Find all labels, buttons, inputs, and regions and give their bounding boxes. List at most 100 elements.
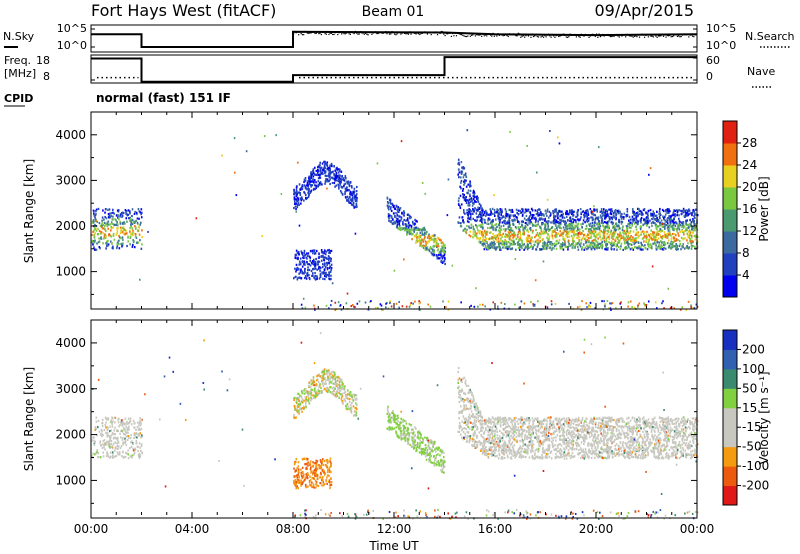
echo-cell [645, 303, 648, 306]
noise-search-point [516, 35, 518, 37]
echo-cell [108, 214, 111, 218]
echo-cell [440, 250, 443, 253]
echo-cell [631, 208, 634, 211]
echo-cell [459, 176, 462, 179]
echo-cell [691, 245, 693, 248]
echo-cell [122, 421, 124, 424]
noise-search-point [603, 35, 605, 37]
echo-cell [523, 248, 525, 251]
echo-cell [556, 221, 559, 224]
echo-cell [425, 232, 427, 235]
noise-search-point [616, 33, 618, 36]
echo-cell [667, 216, 669, 220]
echo-cell [638, 209, 641, 213]
echo-cell [656, 210, 658, 213]
echo-cell [442, 260, 445, 263]
echo-cell [437, 253, 440, 257]
echo-cell [629, 218, 632, 221]
echo-cell [502, 232, 505, 235]
nave-label: Nave [747, 65, 775, 78]
echo-cell [686, 219, 688, 222]
echo-cell [605, 248, 608, 251]
noise-right-label: N.Search [745, 30, 795, 43]
echo-cell [689, 238, 692, 241]
echo-cell [328, 274, 330, 278]
echo-cell [307, 269, 309, 272]
echo-cell [571, 237, 574, 240]
echo-cell [131, 208, 134, 211]
echo-cell [652, 216, 655, 219]
echo-cell [642, 223, 645, 227]
echo-cell [308, 268, 311, 272]
echo-cell [544, 244, 546, 247]
echo-cell [522, 220, 525, 223]
echo-cell [457, 199, 460, 202]
echo-cell [667, 246, 670, 249]
echo-cell [406, 218, 409, 222]
echo-cell [489, 221, 492, 224]
echo-cell [300, 407, 303, 410]
echo-cell [592, 213, 595, 216]
echo-cell [596, 244, 599, 247]
echo-cell [517, 220, 519, 223]
echo-cell [610, 247, 612, 250]
noise-search-point [630, 35, 632, 37]
noise-search-point [464, 35, 466, 38]
echo-cell [108, 441, 111, 444]
echo-cell [110, 419, 113, 422]
echo-cell [314, 387, 316, 390]
echo-cell [308, 263, 310, 266]
echo-cell [695, 303, 698, 306]
noise-right-ticks [693, 28, 697, 48]
noise-search-point [401, 32, 403, 34]
echo-cell [132, 221, 135, 224]
echo-cell [683, 225, 686, 228]
echo-cell [420, 239, 423, 242]
echo-cell [559, 230, 561, 233]
echo-cell [666, 211, 669, 215]
echo-cell [477, 215, 480, 218]
echo-cell [466, 199, 468, 202]
echo-cell [338, 377, 341, 381]
echo-cell [109, 451, 112, 454]
echo-cell [492, 301, 495, 304]
echo-cell [419, 244, 421, 247]
echo-cell [119, 231, 122, 235]
echo-cell [438, 257, 441, 260]
echo-cell [433, 245, 436, 248]
echo-cell [496, 246, 498, 249]
freq-panel-frame [90, 54, 698, 84]
echo-cell [94, 218, 97, 221]
echo-cell [510, 247, 512, 251]
echo-cell [422, 227, 424, 230]
echo-cell [119, 432, 121, 435]
echo-cell [119, 215, 121, 218]
echo-cell [420, 242, 422, 245]
echo-cell [679, 230, 682, 233]
echo-cell [462, 219, 464, 222]
echo-cell [560, 219, 562, 222]
echo-cell [355, 412, 358, 415]
echo-cell [483, 218, 486, 222]
echo-cell [324, 162, 326, 165]
echo-cell [120, 230, 123, 233]
echo-cell [675, 222, 678, 225]
echo-cell [320, 259, 323, 262]
echo-cell [676, 208, 678, 212]
echo-cell [107, 418, 109, 421]
echo-cell [684, 222, 687, 226]
echo-cell [310, 171, 313, 174]
echo-cell [115, 454, 118, 458]
echo-cell [595, 233, 598, 236]
echo-cell [661, 302, 663, 305]
echo-cell [532, 304, 535, 307]
echo-cell [498, 216, 501, 219]
echo-cell [136, 445, 139, 448]
echo-cell [647, 210, 650, 213]
echo-cell [689, 219, 692, 222]
echo-cell [481, 211, 484, 214]
noise-search-point [609, 35, 612, 38]
echo-cell [615, 212, 618, 215]
echo-cell [607, 214, 609, 217]
noise-search-point [515, 34, 517, 37]
